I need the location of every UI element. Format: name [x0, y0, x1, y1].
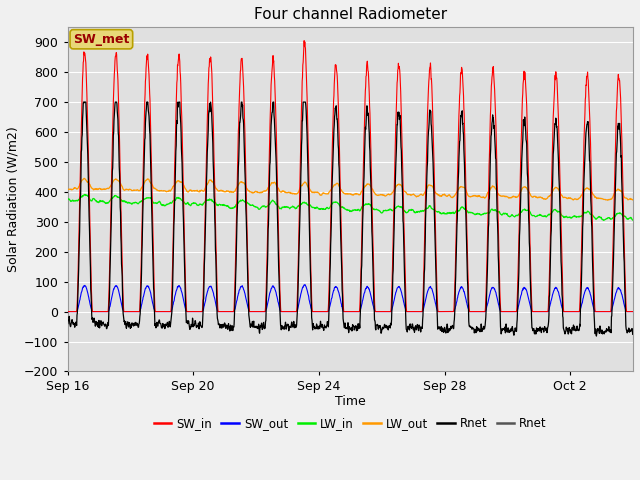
- LW_out: [428, 183, 435, 189]
- LW_out: [551, 185, 559, 191]
- Rnet: [428, 121, 435, 127]
- Rnet: [307, 267, 314, 273]
- Line: SW_in: SW_in: [67, 41, 633, 312]
- SW_in: [307, 245, 314, 251]
- LW_in: [81, 192, 89, 197]
- LW_in: [97, 198, 105, 204]
- LW_out: [97, 186, 105, 192]
- LW_in: [600, 217, 608, 223]
- X-axis label: Time: Time: [335, 395, 365, 408]
- SW_out: [428, 286, 435, 291]
- Rnet: [80, 99, 88, 105]
- LW_out: [604, 197, 612, 203]
- LW_in: [307, 202, 314, 208]
- SW_out: [316, 309, 323, 314]
- Line: LW_in: LW_in: [67, 194, 633, 220]
- SW_out: [63, 309, 71, 314]
- Rnet: [316, 326, 323, 332]
- Y-axis label: Solar Radiation (W/m2): Solar Radiation (W/m2): [7, 127, 20, 272]
- SW_in: [300, 38, 308, 44]
- SW_in: [551, 72, 559, 78]
- Legend: SW_in, SW_out, LW_in, LW_out, Rnet, Rnet: SW_in, SW_out, LW_in, LW_out, Rnet, Rnet: [149, 412, 552, 434]
- Title: Four channel Radiometer: Four channel Radiometer: [253, 7, 447, 22]
- Line: Rnet: Rnet: [67, 102, 633, 336]
- Rnet: [97, 319, 105, 324]
- LW_out: [81, 176, 88, 181]
- Rnet: [593, 333, 600, 339]
- LW_in: [316, 206, 323, 212]
- SW_out: [301, 282, 309, 288]
- Rnet: [365, 119, 372, 124]
- LW_in: [63, 197, 71, 203]
- SW_in: [316, 309, 323, 314]
- Line: LW_out: LW_out: [67, 179, 633, 200]
- LW_out: [629, 197, 637, 203]
- LW_out: [365, 181, 372, 187]
- SW_out: [551, 286, 559, 291]
- SW_in: [629, 309, 637, 314]
- SW_out: [629, 309, 637, 314]
- LW_out: [307, 187, 314, 193]
- SW_out: [365, 286, 372, 291]
- LW_out: [63, 186, 71, 192]
- SW_in: [63, 309, 71, 314]
- SW_in: [428, 76, 435, 82]
- Rnet: [63, 321, 71, 327]
- Rnet: [629, 332, 637, 337]
- SW_in: [365, 74, 372, 80]
- LW_out: [316, 192, 323, 197]
- Line: SW_out: SW_out: [67, 285, 633, 312]
- LW_in: [629, 217, 637, 223]
- SW_in: [97, 309, 105, 314]
- SW_out: [307, 302, 314, 308]
- LW_in: [365, 202, 372, 207]
- LW_in: [551, 206, 559, 212]
- Rnet: [551, 120, 559, 126]
- LW_in: [428, 205, 435, 211]
- Text: SW_met: SW_met: [73, 33, 129, 46]
- SW_out: [97, 309, 105, 314]
